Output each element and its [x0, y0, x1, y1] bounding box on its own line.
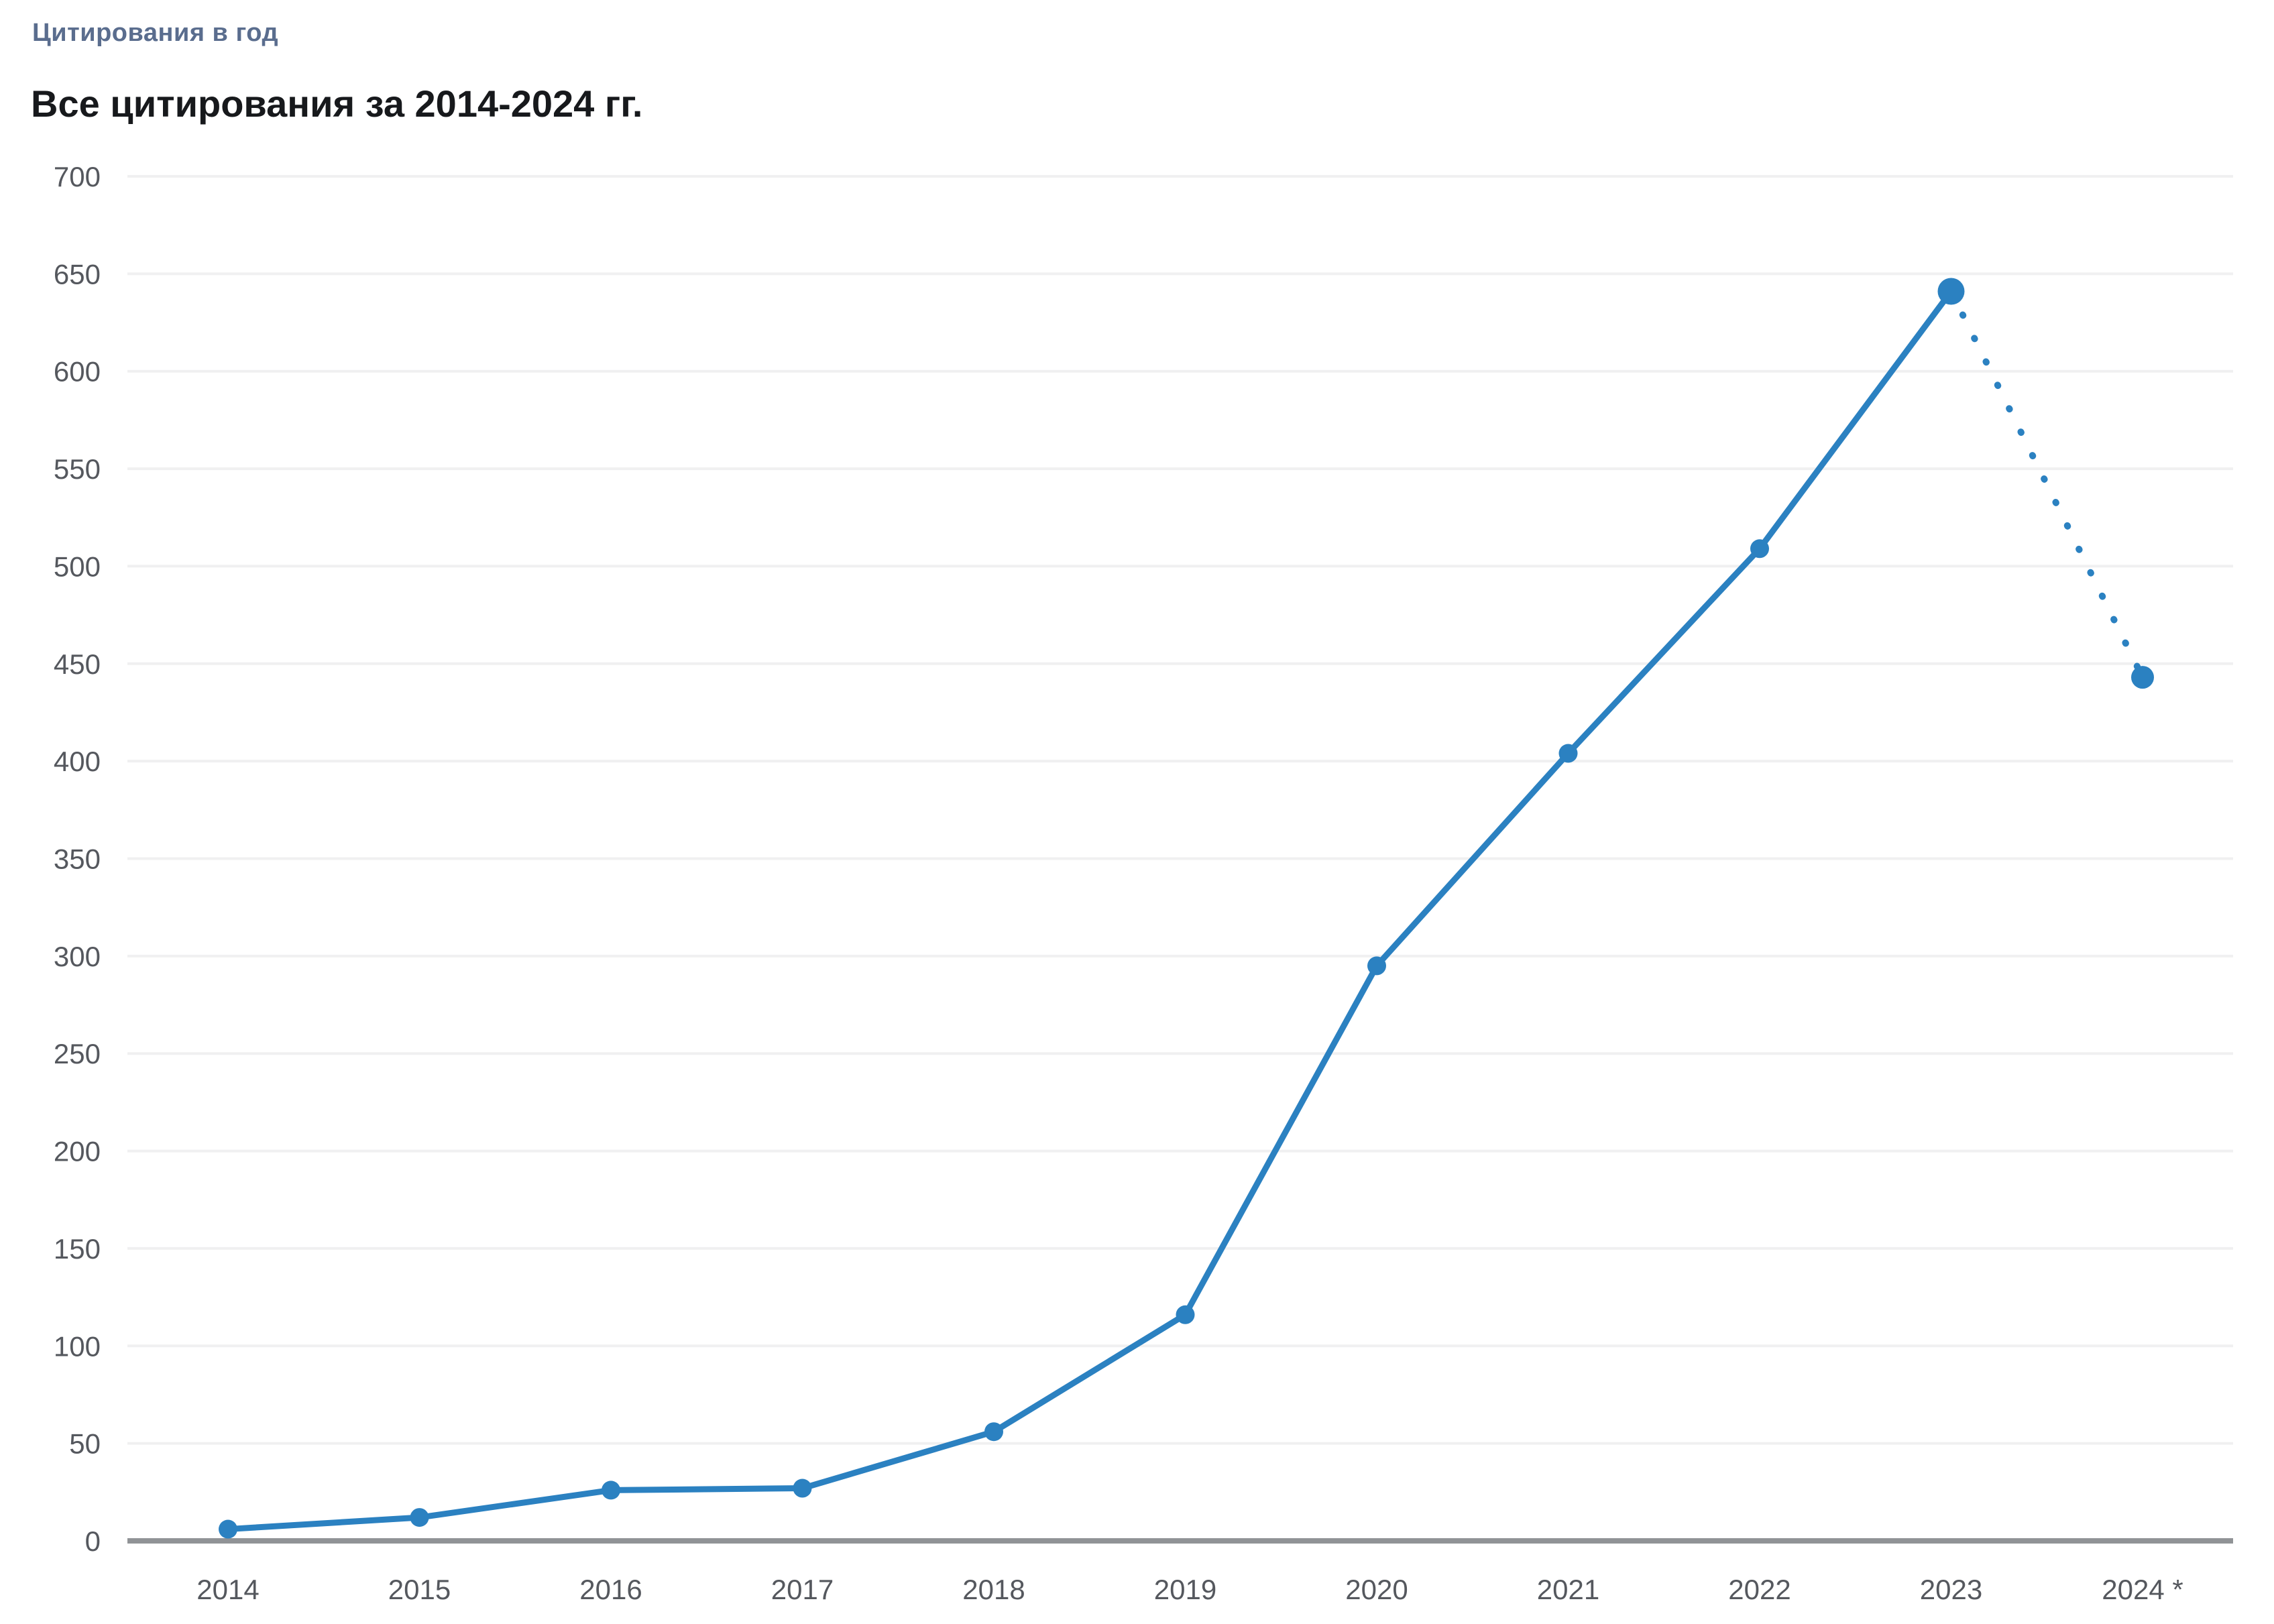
y-tick-150: 150 — [54, 1233, 101, 1265]
data-point-2019[interactable] — [1176, 1305, 1195, 1324]
y-tick-100: 100 — [54, 1330, 101, 1362]
y-tick-650: 650 — [54, 258, 101, 290]
y-tick-400: 400 — [54, 746, 101, 777]
x-tick-2022: 2022 — [1728, 1574, 1790, 1605]
y-tick-250: 250 — [54, 1038, 101, 1069]
data-point-2021[interactable] — [1558, 744, 1578, 763]
chart-subtitle: Цитирования в год — [32, 19, 279, 47]
x-tick-2019: 2019 — [1154, 1574, 1216, 1605]
x-tick-2024: 2024 * — [2102, 1574, 2183, 1605]
y-tick-550: 550 — [54, 453, 101, 485]
x-tick-2018: 2018 — [962, 1574, 1025, 1605]
y-tick-350: 350 — [54, 844, 101, 875]
data-point-2024[interactable] — [2131, 666, 2154, 689]
data-point-2023[interactable] — [1937, 278, 1965, 305]
data-point-2014[interactable] — [219, 1519, 237, 1539]
y-tick-200: 200 — [54, 1136, 101, 1167]
x-tick-2017: 2017 — [771, 1574, 834, 1605]
x-tick-2016: 2016 — [579, 1574, 642, 1605]
data-point-2017[interactable] — [793, 1478, 812, 1498]
data-point-2022[interactable] — [1750, 539, 1769, 559]
y-tick-450: 450 — [54, 648, 101, 680]
data-point-2020[interactable] — [1367, 956, 1386, 976]
citations-line — [225, 288, 1954, 1533]
x-tick-2021: 2021 — [1537, 1574, 1599, 1605]
data-point-2018[interactable] — [984, 1422, 1003, 1442]
x-tick-2023: 2023 — [1920, 1574, 1982, 1605]
x-tick-2014: 2014 — [196, 1574, 259, 1605]
y-tick-0: 0 — [85, 1525, 101, 1557]
y-tick-500: 500 — [54, 550, 101, 582]
x-tick-2020: 2020 — [1345, 1574, 1408, 1605]
data-point-2015[interactable] — [410, 1508, 429, 1527]
y-tick-700: 700 — [54, 161, 101, 192]
projection-dotted-line — [1947, 288, 2146, 681]
y-tick-50: 50 — [69, 1428, 101, 1460]
y-tick-600: 600 — [54, 356, 101, 388]
x-tick-2015: 2015 — [388, 1574, 451, 1605]
data-point-2016[interactable] — [602, 1481, 620, 1500]
y-tick-300: 300 — [54, 941, 101, 972]
page-title: Все цитирования за 2014-2024 гг. — [31, 82, 643, 125]
